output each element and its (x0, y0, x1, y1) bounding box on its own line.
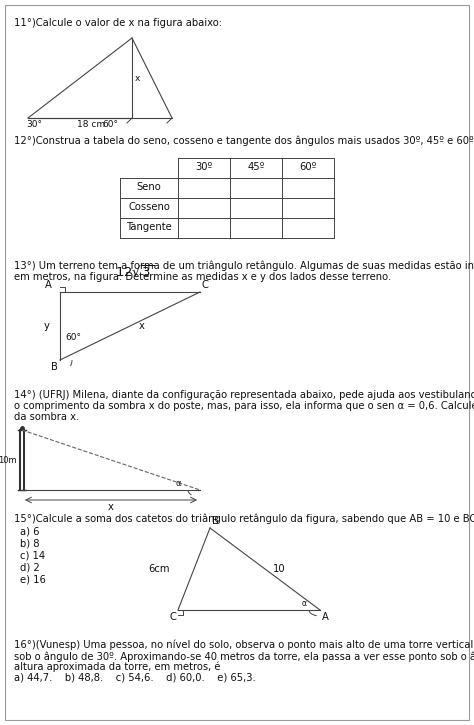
Text: α: α (301, 599, 307, 608)
Text: x: x (108, 502, 114, 512)
Text: em metros, na figura. Determine as medidas x e y dos lados desse terreno.: em metros, na figura. Determine as medid… (14, 272, 391, 282)
Text: o comprimento da sombra x do poste, mas, para isso, ela informa que o sen α = 0,: o comprimento da sombra x do poste, mas,… (14, 401, 474, 411)
Text: 60º: 60º (299, 162, 317, 172)
Text: α: α (175, 479, 181, 488)
Text: 6cm: 6cm (148, 564, 170, 574)
Text: 15°)Calcule a soma dos catetos do triângulo retângulo da figura, sabendo que AB : 15°)Calcule a soma dos catetos do triâng… (14, 513, 474, 523)
Text: C: C (169, 612, 176, 622)
Text: 45º: 45º (247, 162, 264, 172)
Text: b) 8: b) 8 (20, 538, 39, 548)
Text: sob o ângulo de 30º. Aproximando-se 40 metros da torre, ela passa a ver esse pon: sob o ângulo de 30º. Aproximando-se 40 m… (14, 651, 474, 661)
Text: 13°) Um terreno tem a forma de um triângulo retângulo. Algumas de suas medidas e: 13°) Um terreno tem a forma de um triâng… (14, 260, 474, 270)
Text: da sombra x.: da sombra x. (14, 412, 79, 422)
Text: 30º: 30º (195, 162, 213, 172)
Text: x: x (135, 73, 140, 83)
Text: c) 14: c) 14 (20, 550, 45, 560)
Text: x: x (139, 321, 145, 331)
Text: d) 2: d) 2 (20, 562, 40, 572)
Text: Cosseno: Cosseno (128, 202, 170, 212)
Text: 11°)Calcule o valor de x na figura abaixo:: 11°)Calcule o valor de x na figura abaix… (14, 18, 222, 28)
Text: 10m: 10m (0, 455, 17, 465)
Text: y: y (44, 321, 50, 331)
Text: a) 6: a) 6 (20, 526, 39, 536)
Text: 18 cm: 18 cm (77, 120, 105, 129)
Text: A: A (322, 612, 329, 622)
Text: 16°)(Vunesp) Uma pessoa, no nível do solo, observa o ponto mais alto de uma torr: 16°)(Vunesp) Uma pessoa, no nível do sol… (14, 640, 474, 650)
Text: a) 44,7.    b) 48,8.    c) 54,6.    d) 60,0.    e) 65,3.: a) 44,7. b) 48,8. c) 54,6. d) 60,0. e) 6… (14, 673, 256, 683)
Text: Seno: Seno (137, 182, 161, 192)
Text: 12°)Construa a tabela do seno, cosseno e tangente dos ângulos mais usados 30º, 4: 12°)Construa a tabela do seno, cosseno e… (14, 135, 474, 146)
Text: e) 16: e) 16 (20, 574, 46, 584)
Text: B: B (51, 362, 58, 372)
Text: 60°: 60° (102, 120, 118, 129)
Text: Tangente: Tangente (126, 222, 172, 232)
Text: 14°) (UFRJ) Milena, diante da configuração representada abaixo, pede ajuda aos v: 14°) (UFRJ) Milena, diante da configuraç… (14, 390, 474, 400)
Text: 10: 10 (273, 564, 286, 574)
Text: B: B (212, 516, 219, 526)
Text: 30°: 30° (26, 120, 42, 129)
Text: $12\sqrt{3}$: $12\sqrt{3}$ (116, 265, 155, 280)
Text: A: A (45, 280, 52, 290)
Text: 60°: 60° (65, 333, 81, 342)
Text: C: C (202, 280, 209, 290)
Text: altura aproximada da torre, em metros, é: altura aproximada da torre, em metros, é (14, 662, 220, 673)
